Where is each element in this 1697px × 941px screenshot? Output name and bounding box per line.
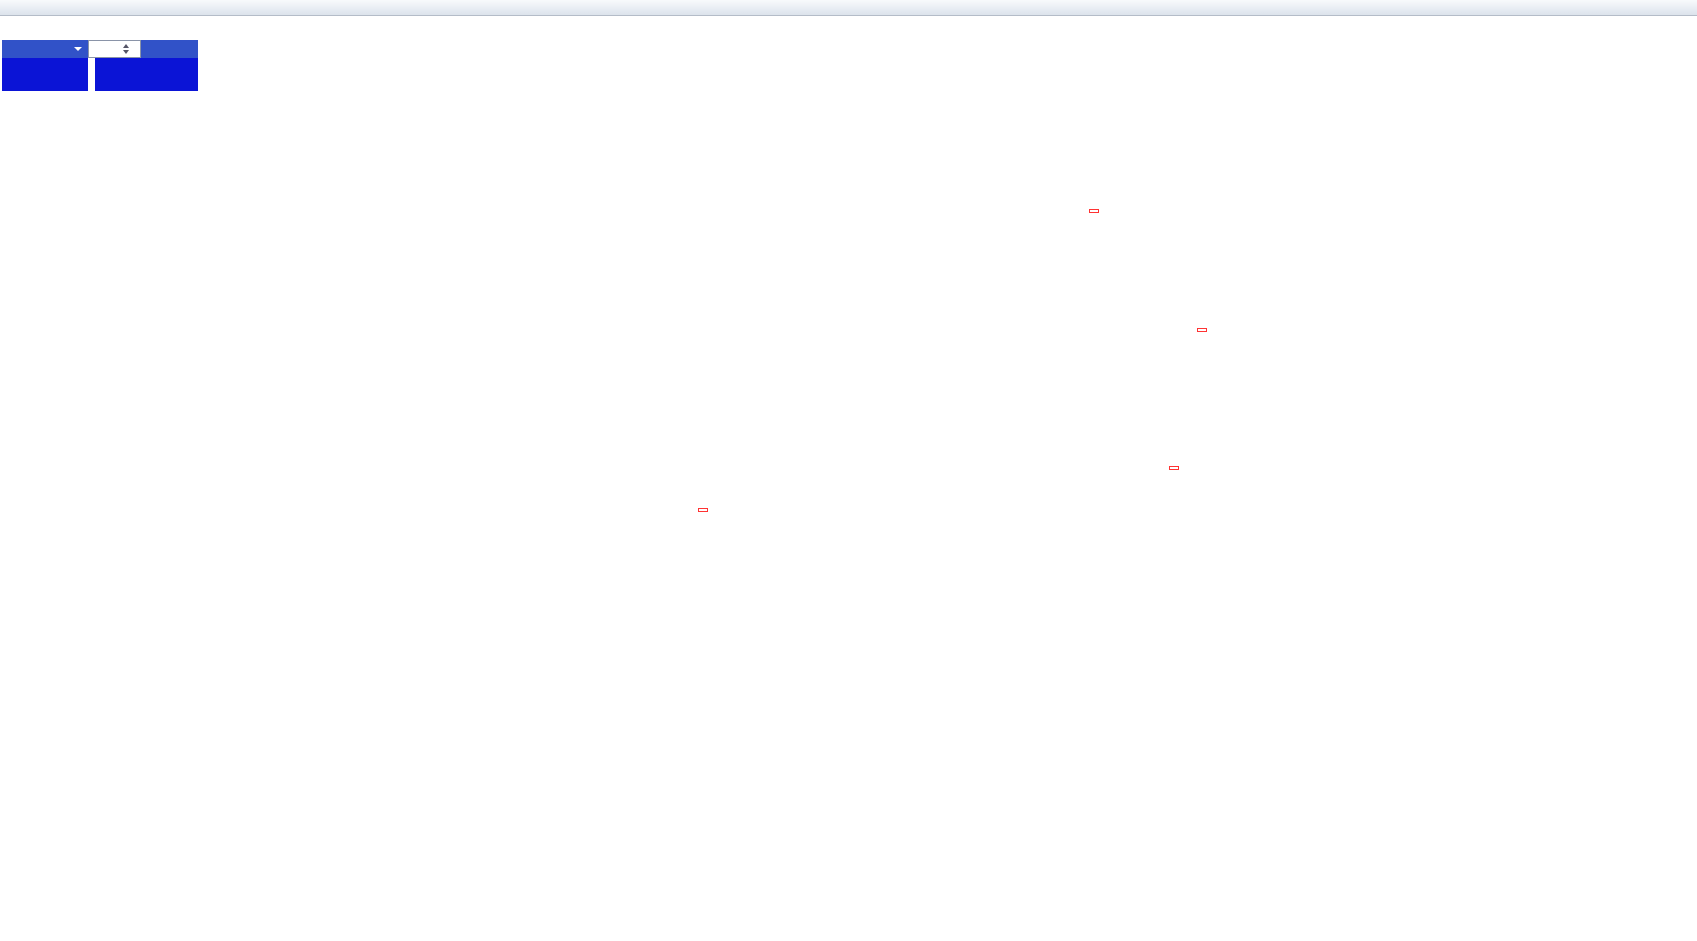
- sell-price[interactable]: [2, 58, 88, 91]
- macd-indicator-label: [5, 536, 15, 548]
- volume-decrease-button[interactable]: [123, 50, 129, 54]
- volume-box: [88, 40, 141, 58]
- trade-panel-gap: [88, 58, 95, 91]
- main-toolbar: [0, 0, 1697, 16]
- annotation-bottom-148990[interactable]: [698, 508, 708, 512]
- annotation-low-149504[interactable]: [1169, 466, 1179, 470]
- sell-button[interactable]: [2, 40, 88, 58]
- order-options-caret-icon[interactable]: [74, 47, 82, 51]
- rsi-indicator-label: [5, 695, 10, 707]
- volume-input[interactable]: [89, 43, 121, 55]
- volume-increase-button[interactable]: [123, 44, 129, 48]
- buy-button[interactable]: [141, 40, 198, 58]
- annotation-high-152621[interactable]: [1089, 209, 1099, 213]
- volume-spinner: [123, 44, 129, 54]
- buy-price[interactable]: [95, 58, 198, 91]
- annotation-entry-151164[interactable]: [1197, 328, 1207, 332]
- one-click-trading-panel: [2, 40, 198, 91]
